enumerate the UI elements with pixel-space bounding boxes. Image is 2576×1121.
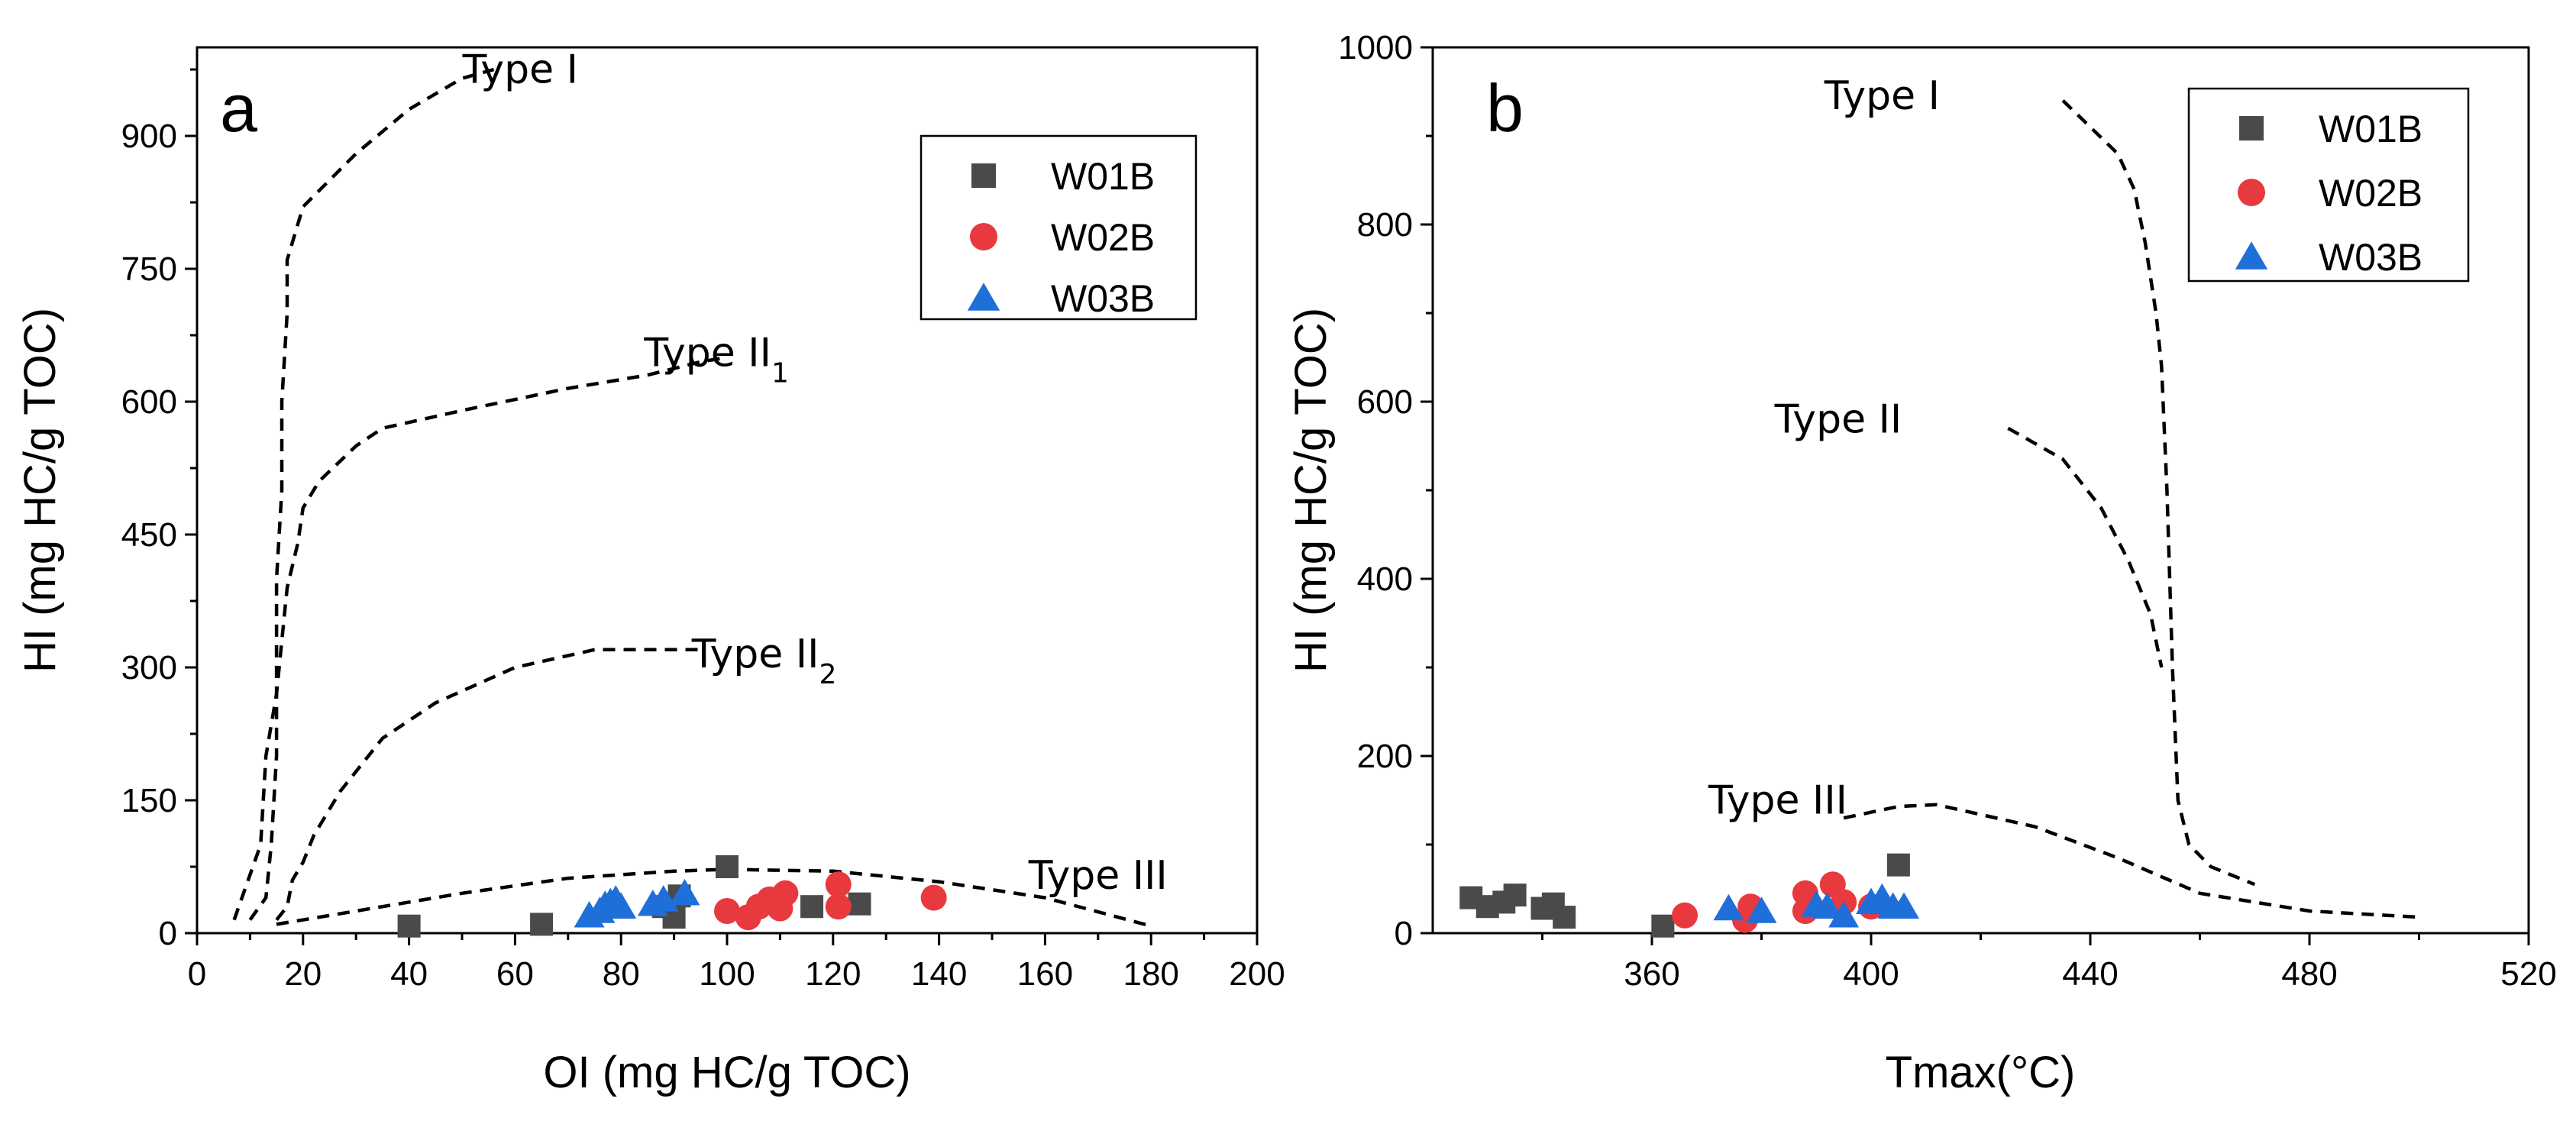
- panel-label: b: [1486, 70, 1524, 146]
- data-point-w03b: [1746, 896, 1777, 923]
- x-tick-label: 0: [188, 955, 206, 993]
- legend-label-w01b: W01B: [2319, 108, 2422, 150]
- x-axis-title: OI (mg HC/g TOC): [543, 1048, 910, 1097]
- y-tick-label: 400: [1357, 560, 1413, 598]
- legend: W01B W02B W03B: [920, 134, 1198, 321]
- data-point-w01b: [1651, 914, 1675, 938]
- y-tick-label: 800: [1357, 206, 1413, 244]
- data-point-w02b: [1672, 902, 1698, 929]
- data-point-w01b: [1553, 906, 1576, 929]
- x-tick-label: 360: [1624, 955, 1679, 993]
- x-tick-label: 160: [1017, 955, 1073, 993]
- y-tick-label: 0: [1395, 915, 1413, 952]
- x-tick-label: 100: [699, 955, 755, 993]
- x-tick-label: 140: [911, 955, 967, 993]
- y-tick-label: 1000: [1338, 29, 1413, 66]
- x-tick-label: 480: [2281, 955, 2337, 993]
- legend-marker-w02b: [970, 223, 997, 250]
- data-point-w02b: [772, 880, 799, 906]
- y-tick-label: 900: [121, 118, 177, 155]
- panel-a: 0 20 40 60 80 100 120 140 160 180 200 0 150 300 450 600…: [15, 46, 1285, 1097]
- data-point-w03b: [669, 879, 700, 906]
- type-curve-label: Type III: [1028, 853, 1168, 899]
- data-point-w01b: [800, 895, 824, 919]
- x-tick-label: 180: [1123, 955, 1178, 993]
- legend-label-w02b: W02B: [1051, 216, 1155, 259]
- type-curve-label: Type I: [462, 47, 578, 92]
- data-point-w02b: [825, 871, 852, 898]
- data-point-w03b: [1812, 892, 1843, 919]
- type-curve: [2061, 99, 2256, 887]
- ticks: 0 20 40 60 80 100 120 140 160 180 200 0 150 300 450 600…: [121, 68, 1285, 993]
- data-point-w02b: [714, 898, 740, 924]
- y-axis-title: HI (mg HC/g TOC): [1286, 308, 1336, 673]
- type-curve: [276, 867, 1152, 928]
- legend-box: [2187, 87, 2470, 283]
- data-point-w01b: [530, 913, 554, 936]
- type-curve: [275, 648, 701, 922]
- legend-marker-w03b: [2235, 241, 2268, 270]
- legend-label-w01b: W01B: [1051, 155, 1155, 198]
- ticks: 360 400 440 480 520 0 200 400 600 800 1000: [1338, 29, 2557, 993]
- data-point-w03b: [606, 892, 637, 919]
- x-tick-label: 40: [390, 955, 428, 993]
- x-tick-label: 440: [2062, 955, 2118, 993]
- legend-box: [920, 134, 1198, 321]
- type-curve-labels: Type I Type II Type III: [1708, 73, 1940, 823]
- x-tick-label: 520: [2500, 955, 2556, 993]
- data-points: [397, 855, 947, 938]
- legend-label-w03b: W03B: [2319, 236, 2422, 279]
- x-axis-title: Tmax(°C): [1886, 1048, 2076, 1097]
- y-tick-label: 750: [121, 250, 177, 288]
- legend-marker-w02b: [2238, 179, 2265, 206]
- type-curve-label: Type II: [1774, 397, 1902, 443]
- y-tick-label: 150: [121, 782, 177, 819]
- x-tick-label: 400: [1843, 955, 1899, 993]
- data-point-w01b: [1503, 884, 1527, 907]
- data-point-w03b: [1889, 892, 1920, 919]
- y-tick-label: 0: [159, 915, 177, 952]
- y-tick-label: 200: [1357, 738, 1413, 775]
- legend-label-w02b: W02B: [2319, 172, 2422, 215]
- legend: W01B W02B W03B: [2187, 87, 2470, 283]
- type-curves: [1843, 99, 2419, 919]
- type-curve-label-subscript: 1: [771, 357, 789, 389]
- x-tick-label: 80: [603, 955, 640, 993]
- data-point-w01b: [848, 892, 871, 916]
- data-point-w01b: [1886, 853, 1910, 877]
- x-tick-label: 200: [1229, 955, 1285, 993]
- y-axis-title: HI (mg HC/g TOC): [15, 308, 65, 673]
- type-curve-label-subscript: 2: [819, 659, 836, 690]
- type-curve: [232, 355, 728, 921]
- type-curve-label: Type II1: [643, 331, 789, 389]
- y-tick-label: 600: [121, 383, 177, 421]
- y-tick-label: 300: [121, 649, 177, 686]
- legend-marker-w03b: [967, 283, 1000, 311]
- data-point-w02b: [825, 893, 852, 920]
- panel-label: a: [220, 70, 257, 146]
- type-curve-label: Type II2: [691, 632, 837, 690]
- data-point-w01b: [397, 914, 421, 938]
- y-tick-label: 450: [121, 516, 177, 554]
- x-tick-label: 60: [496, 955, 534, 993]
- y-tick-label: 600: [1357, 383, 1413, 421]
- legend-marker-w01b: [2239, 116, 2264, 141]
- type-curve-label: Type III: [1708, 777, 1847, 823]
- data-point-w03b: [1713, 893, 1744, 921]
- x-tick-label: 20: [284, 955, 322, 993]
- type-curve: [248, 67, 495, 921]
- data-point-w01b: [716, 855, 739, 878]
- type-curve: [2007, 426, 2164, 668]
- legend-label-w03b: W03B: [1051, 277, 1155, 320]
- x-tick-label: 120: [805, 955, 861, 993]
- legend-marker-w01b: [971, 163, 996, 188]
- type-curve: [1843, 803, 2419, 919]
- type-curves: [232, 67, 1152, 928]
- data-points: [1459, 853, 1920, 938]
- data-point-w03b: [1828, 901, 1860, 928]
- type-curve-label: Type I: [1824, 73, 1940, 119]
- data-point-w02b: [920, 884, 947, 911]
